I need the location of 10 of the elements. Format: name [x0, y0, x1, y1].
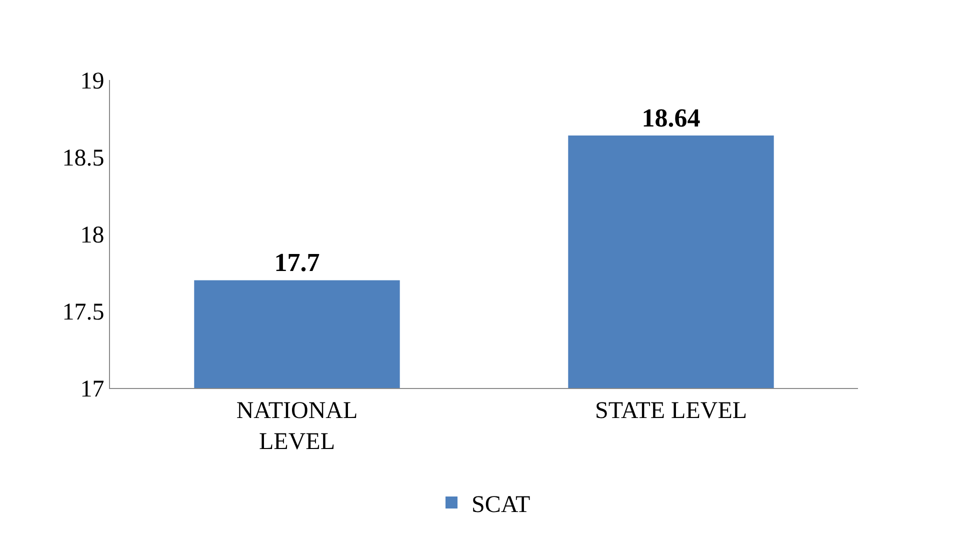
y-tick-label: 17 — [80, 376, 104, 402]
x-tick-label: NATIONAL LEVEL — [236, 398, 358, 455]
legend-label: SCAT — [472, 492, 531, 518]
data-label: 18.64 — [642, 103, 700, 132]
x-tick-label: STATE LEVEL — [594, 398, 748, 424]
y-tick-label: 19 — [80, 68, 104, 94]
y-tick-label: 18 — [80, 222, 104, 248]
y-tick-label: 18.5 — [62, 145, 104, 172]
data-label: 17.7 — [274, 248, 320, 278]
y-tick-label: 17.5 — [62, 299, 104, 326]
